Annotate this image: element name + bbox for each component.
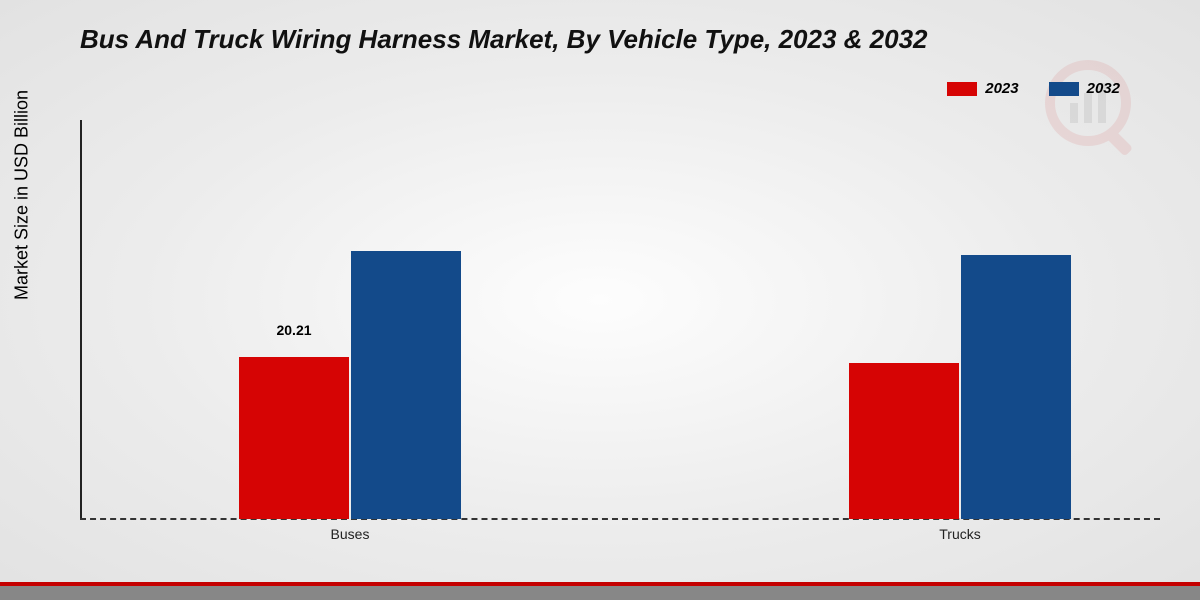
legend-item-2023: 2023 [947, 80, 1018, 97]
category-label-buses: Buses [331, 526, 370, 542]
y-axis-line [80, 120, 82, 520]
bar-trucks-2023 [849, 363, 959, 519]
footer-bar [0, 586, 1200, 600]
plot-area: 20.21 Buses Trucks [80, 120, 1160, 520]
bar-trucks-2032 [961, 255, 1071, 519]
bar-buses-2032 [351, 251, 461, 519]
legend: 2023 2032 [947, 80, 1120, 97]
legend-label: 2023 [985, 80, 1018, 97]
bar-buses-2023 [239, 357, 349, 519]
category-label-trucks: Trucks [939, 526, 980, 542]
y-axis-label: Market Size in USD Billion [12, 90, 33, 300]
legend-swatch-2023 [947, 82, 977, 96]
legend-label: 2032 [1087, 80, 1120, 97]
chart-title: Bus And Truck Wiring Harness Market, By … [80, 24, 928, 55]
legend-item-2032: 2032 [1049, 80, 1120, 97]
bar-value-label: 20.21 [276, 322, 311, 338]
legend-swatch-2032 [1049, 82, 1079, 96]
